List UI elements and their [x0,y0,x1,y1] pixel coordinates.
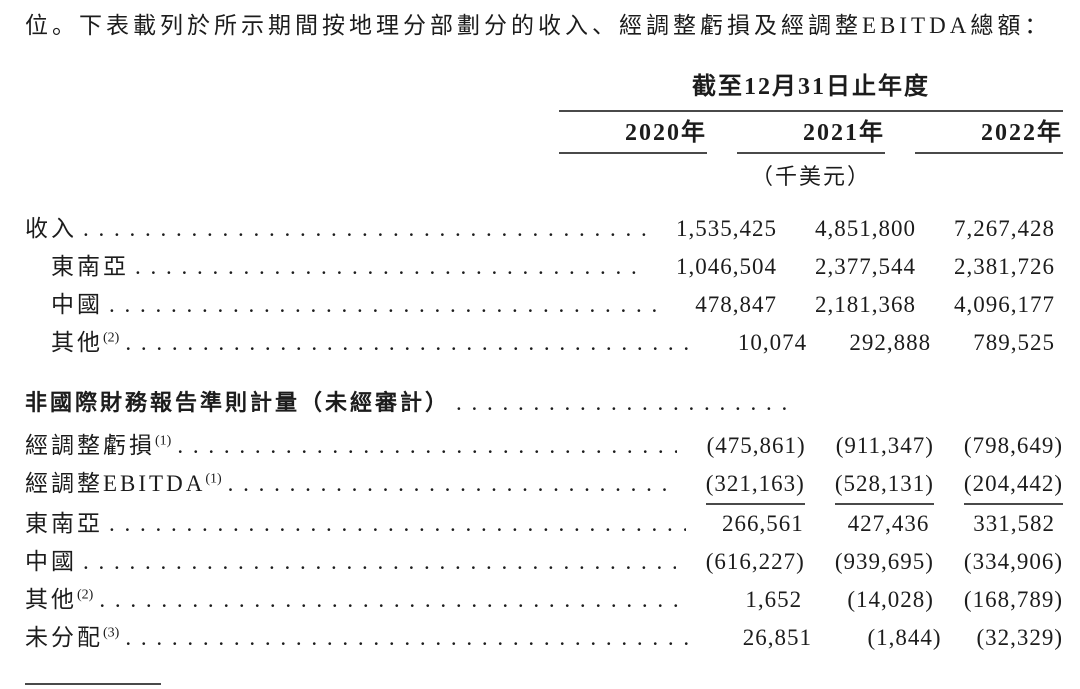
cell-value: (32,329) [976,625,1064,650]
cell-value: 2,181,368 [815,292,916,317]
financial-table: 截至12月31日止年度 2020年 2021年 2022年 （千美元） 收入 1… [25,72,1063,685]
row-label: 其他(2) [25,587,94,612]
cell-value: (475,861) [706,433,806,458]
footnote-separator [25,683,161,685]
row-label: 經調整虧損(1) [25,433,172,458]
dot-leader [135,248,646,286]
footnote-marker: (1) [155,433,172,449]
table-row: 經調整虧損(1) (475,861) (911,347) (798,649) [25,427,1063,465]
row-label: 其他(2) [51,330,120,355]
row-label: 東南亞 [25,511,103,536]
table-body: 收入 1,535,425 4,851,800 7,267,428 東南亞 1,0… [25,210,1063,657]
cell-value: 2,381,726 [954,254,1055,279]
dot-leader [83,210,646,248]
cell-value: 292,888 [849,330,932,355]
cell-value: 1,535,425 [676,216,777,241]
dot-leader [228,465,676,503]
cell-value: 789,525 [973,330,1055,355]
dot-leader [99,581,683,619]
cell-value: 478,847 [695,292,777,317]
table-row: 其他(2) 10,074 292,888 789,525 [25,324,1063,362]
row-label: 經調整EBITDA(1) [25,471,222,496]
row-label: 中國 [51,292,103,317]
cell-value: (204,442) [963,465,1063,505]
cell-value: 4,851,800 [815,216,916,241]
footnote-marker: (3) [103,625,120,641]
cell-value: (168,789) [963,587,1063,612]
cell-value: (321,163) [705,465,805,505]
footnote-marker: (1) [205,471,222,487]
cell-value: (616,227) [705,549,805,574]
cell-value: 7,267,428 [954,216,1055,241]
row-label: 收入 [25,216,77,241]
dot-leader [125,619,695,657]
dot-leader [109,505,686,543]
table-row: 東南亞 266,561 427,436 331,582 [25,505,1063,543]
table-row-section-header: 非國際財務報告準則計量（未經審計） [25,384,1063,422]
cell-value: 1,652 [745,587,803,612]
cell-value: 1,046,504 [676,254,777,279]
dot-leader [83,543,676,581]
cell-value: (939,695) [834,549,934,574]
table-row: 中國 (616,227) (939,695) (334,906) [25,543,1063,581]
cell-value: 26,851 [742,625,813,650]
cell-value: (911,347) [835,433,934,458]
table-row: 未分配(3) 26,851 (1,844) (32,329) [25,619,1063,657]
cell-value: 2,377,544 [815,254,916,279]
period-header: 截至12月31日止年度 [559,72,1063,112]
cell-value: 266,561 [722,511,804,536]
table-row: 經調整EBITDA(1) (321,163) (528,131) (204,44… [25,465,1063,505]
dot-leader [125,324,691,362]
unit-label: （千美元） [750,164,871,189]
year-header-2021: 2021年 [737,114,885,154]
cell-value: 331,582 [973,511,1055,536]
dot-leader [456,384,795,422]
table-period-header-row: 截至12月31日止年度 [25,72,1063,112]
footnote-marker: (2) [103,330,120,346]
cell-value: (528,131) [834,465,934,505]
table-row: 東南亞 1,046,504 2,377,544 2,381,726 [25,248,1063,286]
table-row: 收入 1,535,425 4,851,800 7,267,428 [25,210,1063,248]
cell-value: (14,028) [847,587,934,612]
footnote-marker: (2) [77,587,94,603]
row-label: 非國際財務報告準則計量（未經審計） [25,390,451,415]
dot-leader [177,427,676,465]
year-header-2020: 2020年 [559,114,707,154]
cell-value: (798,649) [963,433,1063,458]
table-year-header-row: 2020年 2021年 2022年 [25,112,1063,154]
intro-paragraph: 位。下表載列於所示期間按地理分部劃分的收入、經調整虧損及經調整EBITDA總額： [25,13,1052,38]
row-label: 中國 [25,549,77,574]
cell-value: (334,906) [963,549,1063,574]
cell-value: (1,844) [867,625,942,650]
row-label: 未分配(3) [25,625,120,650]
table-row: 中國 478,847 2,181,368 4,096,177 [25,286,1063,324]
cell-value: 427,436 [847,511,930,536]
table-row: 其他(2) 1,652 (14,028) (168,789) [25,581,1063,619]
dot-leader [109,286,663,324]
table-unit-row: （千美元） [25,154,1063,200]
cell-value: 10,074 [737,330,808,355]
row-label: 東南亞 [51,254,129,279]
year-header-2022: 2022年 [915,114,1063,154]
cell-value: 4,096,177 [954,292,1055,317]
